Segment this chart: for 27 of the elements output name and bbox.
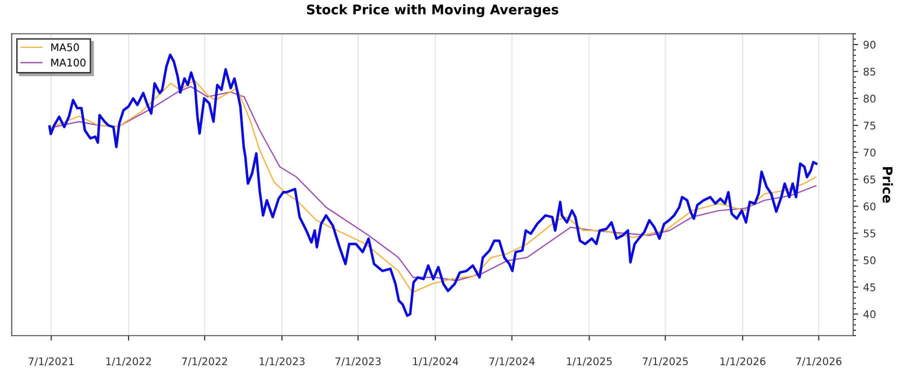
y-tick-label: 75 [864, 122, 876, 130]
y-tick-label: 80 [864, 94, 876, 103]
x-tick-label: 7/1/2025 [642, 357, 688, 366]
x-tick-label: 1/1/2024 [413, 357, 458, 366]
y-tick-label: 90 [864, 40, 876, 49]
line-series [48, 54, 818, 317]
y-tick-label: 65 [864, 176, 876, 184]
y-axis-title: Price [882, 167, 893, 203]
legend-label: MA50 [51, 43, 79, 52]
y-tick-label: 70 [864, 148, 876, 156]
x-tick-label: 7/1/2023 [336, 357, 381, 366]
x-tick-label: 1/1/2025 [566, 357, 612, 366]
chart-title: Stock Price with Moving Averages [306, 4, 558, 18]
y-tick-label: 85 [864, 68, 876, 76]
x-tick-label: 7/1/2024 [489, 357, 535, 366]
y-tick-label: 60 [864, 202, 876, 210]
y-tick-label: 55 [864, 230, 876, 238]
x-tick-label: 1/1/2026 [720, 357, 766, 366]
x-tick-label: 1/1/2022 [106, 357, 151, 366]
y-tick-label: 50 [864, 256, 876, 264]
y-tick-label: 45 [863, 283, 876, 292]
x-tick-label: 7/1/2026 [796, 357, 842, 366]
x-tick-label: 7/1/2022 [182, 357, 227, 366]
x-tick-label: 1/1/2023 [260, 357, 305, 366]
x-tick-label: 7/1/2021 [28, 357, 74, 366]
y-tick-label: 40 [863, 310, 876, 318]
legend-label: MA100 [51, 58, 86, 66]
